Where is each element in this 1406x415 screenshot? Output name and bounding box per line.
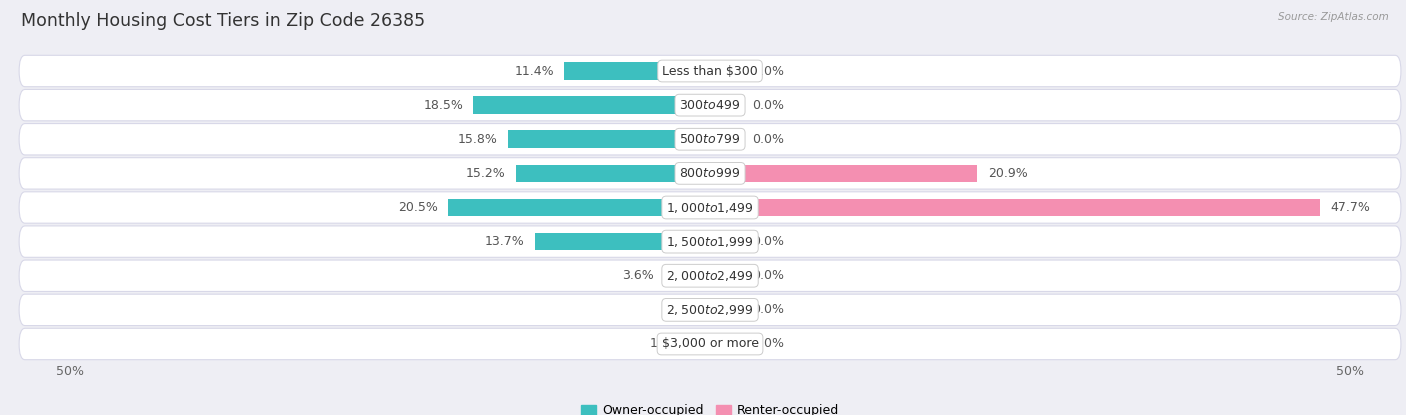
FancyBboxPatch shape (20, 294, 1400, 325)
Bar (710, 62, 742, 80)
Text: $1,000 to $1,499: $1,000 to $1,499 (666, 200, 754, 215)
Bar (710, 199, 742, 216)
Text: Source: ZipAtlas.com: Source: ZipAtlas.com (1278, 12, 1389, 22)
Bar (710, 335, 742, 353)
Bar (564, 62, 710, 80)
Text: 47.7%: 47.7% (1330, 201, 1371, 214)
Text: 0.0%: 0.0% (752, 337, 785, 351)
Text: Less than $300: Less than $300 (662, 64, 758, 78)
FancyBboxPatch shape (20, 192, 1400, 223)
Text: $300 to $499: $300 to $499 (679, 99, 741, 112)
Bar (710, 199, 1320, 216)
Text: 3.6%: 3.6% (621, 269, 654, 282)
Text: 0.0%: 0.0% (752, 64, 785, 78)
Bar (534, 233, 710, 251)
Text: Monthly Housing Cost Tiers in Zip Code 26385: Monthly Housing Cost Tiers in Zip Code 2… (21, 12, 425, 30)
Text: 0.0%: 0.0% (752, 133, 785, 146)
FancyBboxPatch shape (20, 55, 1400, 87)
Text: $1,500 to $1,999: $1,500 to $1,999 (666, 234, 754, 249)
Bar (710, 164, 977, 182)
Text: 0.0%: 0.0% (752, 303, 785, 316)
Text: 15.8%: 15.8% (458, 133, 498, 146)
Text: $2,500 to $2,999: $2,500 to $2,999 (666, 303, 754, 317)
Bar (710, 164, 742, 182)
Text: $500 to $799: $500 to $799 (679, 133, 741, 146)
Bar (447, 199, 710, 216)
Text: $800 to $999: $800 to $999 (679, 167, 741, 180)
Bar (664, 267, 710, 285)
Text: 0.0%: 0.0% (752, 269, 785, 282)
Bar (516, 164, 710, 182)
Bar (508, 130, 710, 148)
Text: 15.2%: 15.2% (465, 167, 505, 180)
Text: 13.7%: 13.7% (485, 235, 524, 248)
Bar (710, 130, 742, 148)
Text: 18.5%: 18.5% (423, 99, 463, 112)
FancyBboxPatch shape (20, 260, 1400, 291)
Text: 20.9%: 20.9% (987, 167, 1028, 180)
Text: 0.0%: 0.0% (752, 235, 785, 248)
Text: 20.5%: 20.5% (398, 201, 437, 214)
Text: 11.4%: 11.4% (515, 64, 554, 78)
Text: 0.0%: 0.0% (752, 99, 785, 112)
Bar (710, 267, 742, 285)
FancyBboxPatch shape (20, 226, 1400, 257)
Bar (692, 335, 710, 353)
Bar (474, 96, 710, 114)
Text: 0.0%: 0.0% (668, 303, 700, 316)
Bar (710, 233, 742, 251)
Text: $2,000 to $2,499: $2,000 to $2,499 (666, 269, 754, 283)
Bar (710, 301, 742, 319)
Bar (710, 96, 742, 114)
FancyBboxPatch shape (20, 124, 1400, 155)
FancyBboxPatch shape (20, 90, 1400, 121)
Text: 1.4%: 1.4% (650, 337, 682, 351)
FancyBboxPatch shape (20, 328, 1400, 360)
Legend: Owner-occupied, Renter-occupied: Owner-occupied, Renter-occupied (575, 399, 845, 415)
Text: $3,000 or more: $3,000 or more (662, 337, 758, 351)
FancyBboxPatch shape (20, 158, 1400, 189)
